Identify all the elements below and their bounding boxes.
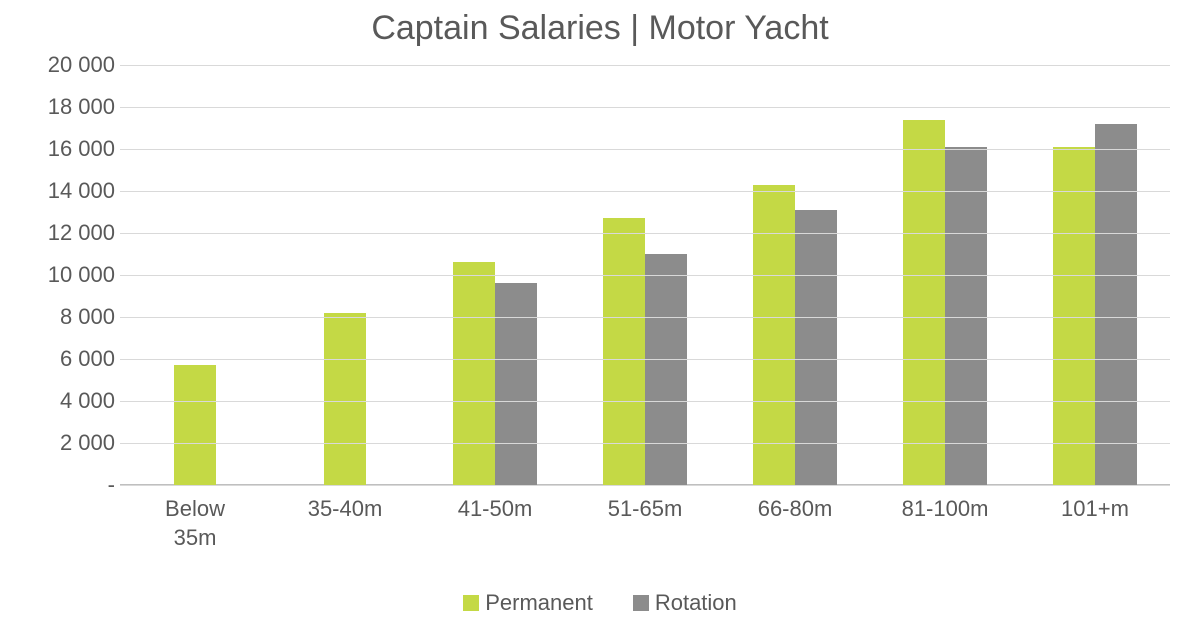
grid-line xyxy=(120,317,1170,318)
chart-container: Captain Salaries | Motor Yacht Below35m3… xyxy=(0,0,1200,630)
y-axis-label: 6 000 xyxy=(25,346,115,372)
bar-permanent xyxy=(603,218,645,485)
grid-line xyxy=(120,107,1170,108)
x-axis-label: 41-50m xyxy=(420,485,570,524)
y-axis-label: 18 000 xyxy=(25,94,115,120)
chart-title: Captain Salaries | Motor Yacht xyxy=(0,0,1200,59)
grid-line xyxy=(120,275,1170,276)
x-axis-label: 66-80m xyxy=(720,485,870,524)
y-axis-label: 14 000 xyxy=(25,178,115,204)
plot-area: Below35m35-40m41-50m51-65m66-80m81-100m1… xyxy=(120,65,1170,485)
grid-line xyxy=(120,233,1170,234)
y-axis-label: - xyxy=(25,472,115,498)
grid-line xyxy=(120,443,1170,444)
bar-permanent xyxy=(753,185,795,485)
grid-line xyxy=(120,65,1170,66)
legend-label: Rotation xyxy=(655,590,737,616)
y-axis-label: 10 000 xyxy=(25,262,115,288)
grid-line xyxy=(120,401,1170,402)
grid-line xyxy=(120,359,1170,360)
x-axis-label: 35-40m xyxy=(270,485,420,524)
y-axis-label: 20 000 xyxy=(25,52,115,78)
y-axis-label: 4 000 xyxy=(25,388,115,414)
y-axis-label: 12 000 xyxy=(25,220,115,246)
bar-rotation xyxy=(1095,124,1137,485)
legend: Permanent Rotation xyxy=(0,590,1200,616)
x-axis-label: Below35m xyxy=(120,485,270,552)
bar-permanent xyxy=(903,120,945,485)
legend-swatch xyxy=(633,595,649,611)
grid-line xyxy=(120,191,1170,192)
x-axis-label: 81-100m xyxy=(870,485,1020,524)
bar-rotation xyxy=(645,254,687,485)
bar-permanent xyxy=(453,262,495,485)
grid-line xyxy=(120,485,1170,486)
bar-permanent xyxy=(324,313,366,485)
y-axis-label: 2 000 xyxy=(25,430,115,456)
bar-permanent xyxy=(174,365,216,485)
legend-swatch xyxy=(463,595,479,611)
bar-permanent xyxy=(1053,147,1095,485)
bar-rotation xyxy=(495,283,537,485)
x-axis-label: 51-65m xyxy=(570,485,720,524)
y-axis-label: 16 000 xyxy=(25,136,115,162)
x-axis-label: 101+m xyxy=(1020,485,1170,524)
legend-item-permanent: Permanent xyxy=(463,590,593,616)
legend-item-rotation: Rotation xyxy=(633,590,737,616)
y-axis-label: 8 000 xyxy=(25,304,115,330)
bar-rotation xyxy=(945,147,987,485)
grid-line xyxy=(120,149,1170,150)
legend-label: Permanent xyxy=(485,590,593,616)
